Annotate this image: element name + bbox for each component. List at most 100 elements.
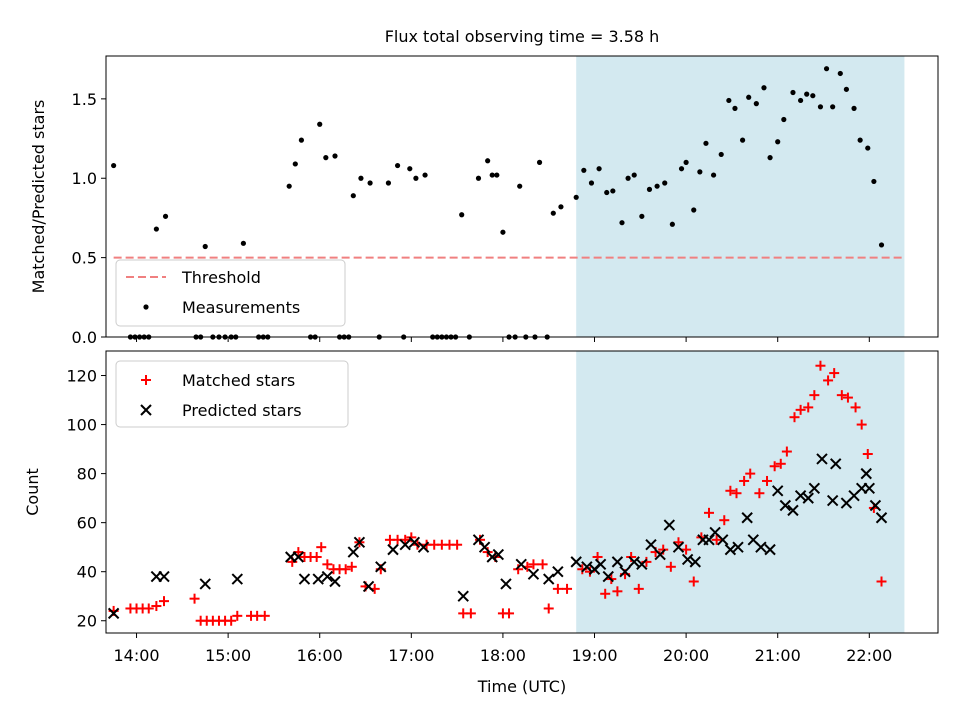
predicted-stars-point <box>830 458 842 470</box>
predicted-stars-point <box>199 578 211 590</box>
top-y-axis-label: Matched/Predicted stars <box>29 100 48 294</box>
measurement-point <box>550 210 556 216</box>
matched-stars-point <box>626 551 637 562</box>
predicted-stars-point <box>654 548 666 561</box>
matched-stars-point <box>688 576 699 587</box>
measurement-point <box>639 213 645 219</box>
predicted-stars-point <box>552 565 564 578</box>
measurement-point <box>669 221 675 227</box>
measurement-point <box>732 105 738 111</box>
top-highlight-span <box>576 56 905 337</box>
predicted-stars-point <box>500 578 512 590</box>
matched-stars-point <box>775 458 786 469</box>
matched-stars-point <box>856 419 867 430</box>
matched-stars-point <box>745 468 756 479</box>
measurement-point <box>459 212 465 218</box>
matched-stars-point <box>322 559 333 570</box>
matched-stars-point <box>829 368 840 379</box>
measurement-point <box>494 172 500 178</box>
bottom-y-axis-label: Count <box>23 468 42 516</box>
predicted-stars-point <box>724 543 737 556</box>
predicted-stars-point <box>771 485 784 497</box>
matched-stars-point <box>842 392 853 403</box>
predicted-stars-point <box>298 573 311 585</box>
x-axis-label: Time (UTC) <box>477 677 566 696</box>
predicted-stars-point <box>663 519 676 531</box>
predicted-stars-point <box>602 570 614 583</box>
measurement-point <box>662 180 668 186</box>
matched-stars-point <box>803 402 814 413</box>
measurement-point <box>761 85 767 91</box>
measurement-point <box>385 180 392 186</box>
matched-stars-point <box>862 448 873 459</box>
predicted-stars-point <box>321 570 334 583</box>
measurement-point <box>810 93 816 99</box>
matched-stars-point <box>600 588 611 599</box>
measurement-point <box>422 172 428 178</box>
matched-stars-point <box>781 446 792 457</box>
predicted-stars-point <box>863 482 876 495</box>
matched-stars-point <box>754 488 765 499</box>
measurement-point <box>683 159 689 165</box>
predicted-stars-point <box>457 590 469 602</box>
predicted-stars-point <box>399 539 411 551</box>
predicted-stars-point <box>543 573 555 585</box>
legend-threshold-label: Threshold <box>181 268 261 287</box>
bottom-y-tick-label: 100 <box>66 416 97 435</box>
bottom-x-tick-label: 18:00 <box>480 646 526 665</box>
measurement-point <box>878 242 885 248</box>
matched-stars-point <box>823 375 834 386</box>
measurement-point <box>726 97 732 104</box>
measurement-point <box>581 167 587 173</box>
measurement-point <box>407 166 413 172</box>
measurement-point <box>710 172 717 178</box>
bottom-legend-box <box>115 360 349 428</box>
measurement-point <box>394 162 401 169</box>
predicted-stars-point <box>312 573 324 585</box>
measurement-point <box>775 139 781 145</box>
predicted-stars-point <box>594 558 607 571</box>
legend-predicted-swatch <box>140 404 152 416</box>
measurement-point <box>739 137 746 143</box>
measurement-point <box>654 183 660 189</box>
bottom-highlight-span <box>576 351 905 633</box>
predicted-stars-point <box>816 453 828 465</box>
measurement-point <box>500 229 506 235</box>
measurement-point <box>610 188 616 194</box>
measurement-point <box>596 166 602 172</box>
predicted-stars-point <box>619 565 631 578</box>
matched-stars-point <box>665 561 676 572</box>
matched-stars-point <box>562 583 573 594</box>
legend-matched-label: Matched stars <box>182 371 295 390</box>
bottom-x-tick-label: 15:00 <box>205 646 251 665</box>
measurement-point <box>830 104 836 110</box>
measurement-point <box>631 172 637 178</box>
measurement-point <box>823 66 830 72</box>
predicted-stars-point <box>292 551 305 563</box>
bottom-x-tick-label: 19:00 <box>571 646 617 665</box>
measurement-point <box>619 220 625 226</box>
measurement-point <box>646 186 653 192</box>
predicted-stars-point <box>417 541 430 553</box>
measurement-point <box>697 169 703 175</box>
matched-stars-point <box>731 488 742 499</box>
predicted-stars-point <box>107 607 120 620</box>
top-y-tick-label: 1.0 <box>72 169 97 188</box>
top-axes-frame <box>105 55 939 338</box>
legend-predicted-label: Predicted stars <box>182 401 302 420</box>
matched-stars-point <box>537 559 548 570</box>
predicted-stars-point <box>492 548 505 561</box>
legend-matched-swatch <box>141 375 151 385</box>
predicted-stars-point <box>353 536 366 548</box>
matched-stars-point <box>465 608 476 619</box>
measurement-point <box>558 204 564 210</box>
measurement-point <box>804 91 810 97</box>
measurement-point <box>350 193 356 199</box>
measurement-point <box>413 175 419 181</box>
legend-measurements-label: Measurements <box>182 298 300 317</box>
bottom-x-tick-label: 22:00 <box>846 646 892 665</box>
measurement-point <box>691 207 697 213</box>
matched-stars-point <box>528 559 539 570</box>
predicted-stars-point <box>826 494 839 507</box>
